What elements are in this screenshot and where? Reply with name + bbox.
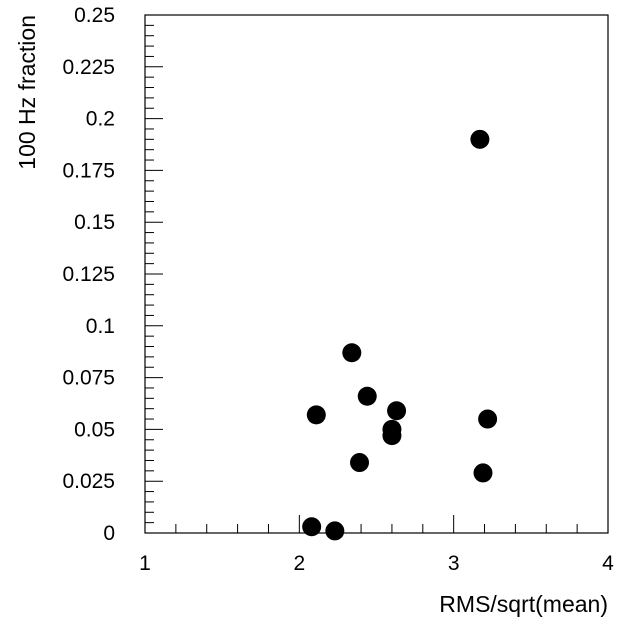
x-axis-tick-labels: 1 2 3 4 [139,552,614,575]
y-tick-label: 0.05 [74,418,115,441]
plot-frame [144,14,609,534]
data-point [470,129,490,149]
x-axis-ticks [144,515,609,533]
y-axis-tick-labels: 0 0.025 0.05 0.075 0.1 0.125 0.15 0.175 0.2 0.225… [62,4,115,545]
x-tick-label: 4 [602,552,614,575]
data-point [306,405,326,425]
data-point [302,517,322,537]
data-point [473,463,493,483]
data-points [302,129,498,541]
y-tick-label: 0.025 [62,470,115,493]
y-axis-label: 100 Hz fraction [14,15,40,170]
y-tick-label: 0.175 [62,159,115,182]
y-tick-label: 0.15 [74,211,115,234]
data-point [325,521,345,541]
data-point [350,453,370,473]
data-point [342,343,362,363]
y-tick-label: 0.2 [86,108,115,131]
x-axis-label: RMS/sqrt(mean) [439,591,608,617]
x-tick-label: 1 [139,552,151,575]
y-tick-label: 0.225 [62,56,115,79]
y-tick-label: 0.125 [62,263,115,286]
data-point [382,426,402,446]
y-tick-label: 0.075 [62,367,115,390]
data-point [478,409,498,429]
x-tick-label: 2 [293,552,305,575]
y-tick-label: 0 [103,522,115,545]
x-tick-label: 3 [448,552,460,575]
y-tick-label: 0.1 [86,315,115,338]
data-point [387,401,407,421]
y-tick-label: 0.25 [74,4,115,27]
y-axis-ticks [145,14,163,534]
data-point [357,386,377,406]
